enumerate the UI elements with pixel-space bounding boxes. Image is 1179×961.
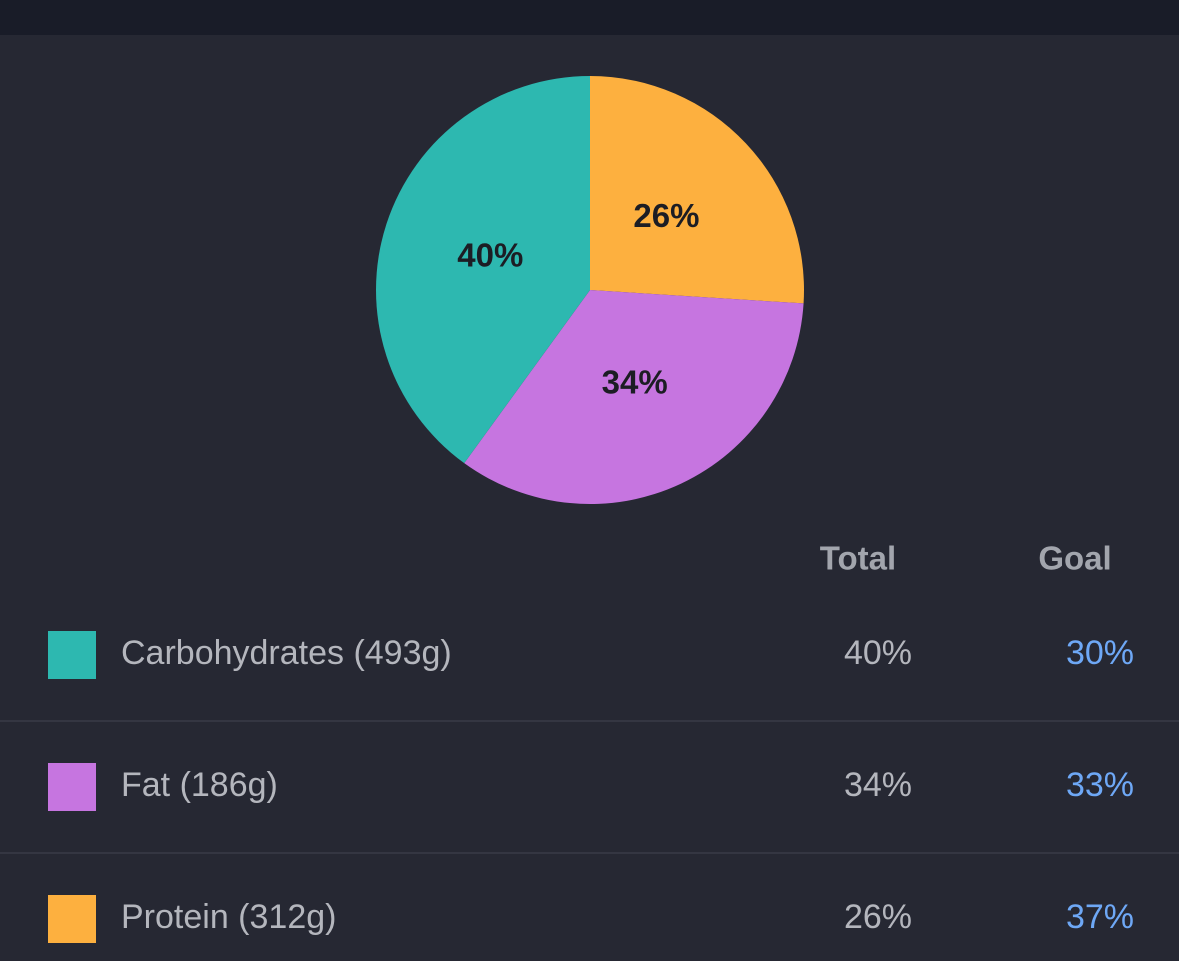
row-label: Protein (312g): [121, 898, 336, 936]
row-label: Carbohydrates (493g): [121, 634, 452, 672]
color-swatch: [48, 895, 96, 943]
goal-value: 30%: [1066, 634, 1134, 672]
column-header: Total: [820, 540, 896, 577]
color-swatch: [48, 763, 96, 811]
slice-label: 26%: [633, 197, 699, 234]
pie-slice: [590, 76, 804, 304]
slice-label: 40%: [457, 236, 523, 273]
pie-slice: [464, 290, 804, 504]
slice-label: 34%: [602, 364, 668, 401]
pie-chart: 26% 34% 40%: [376, 76, 804, 504]
row-label: Fat (186g): [121, 766, 278, 804]
total-value: 26%: [844, 898, 912, 936]
color-swatch: [48, 631, 96, 679]
goal-value: 37%: [1066, 898, 1134, 936]
macro-table: Total Goal Carbohydrates (493g) 40% 30% Fat (…: [0, 540, 1179, 943]
pie-slice: [376, 76, 590, 464]
column-header: Goal: [1038, 540, 1111, 577]
total-value: 40%: [844, 634, 912, 672]
goal-value: 33%: [1066, 766, 1134, 804]
top-bar: [0, 0, 1179, 35]
total-value: 34%: [844, 766, 912, 804]
